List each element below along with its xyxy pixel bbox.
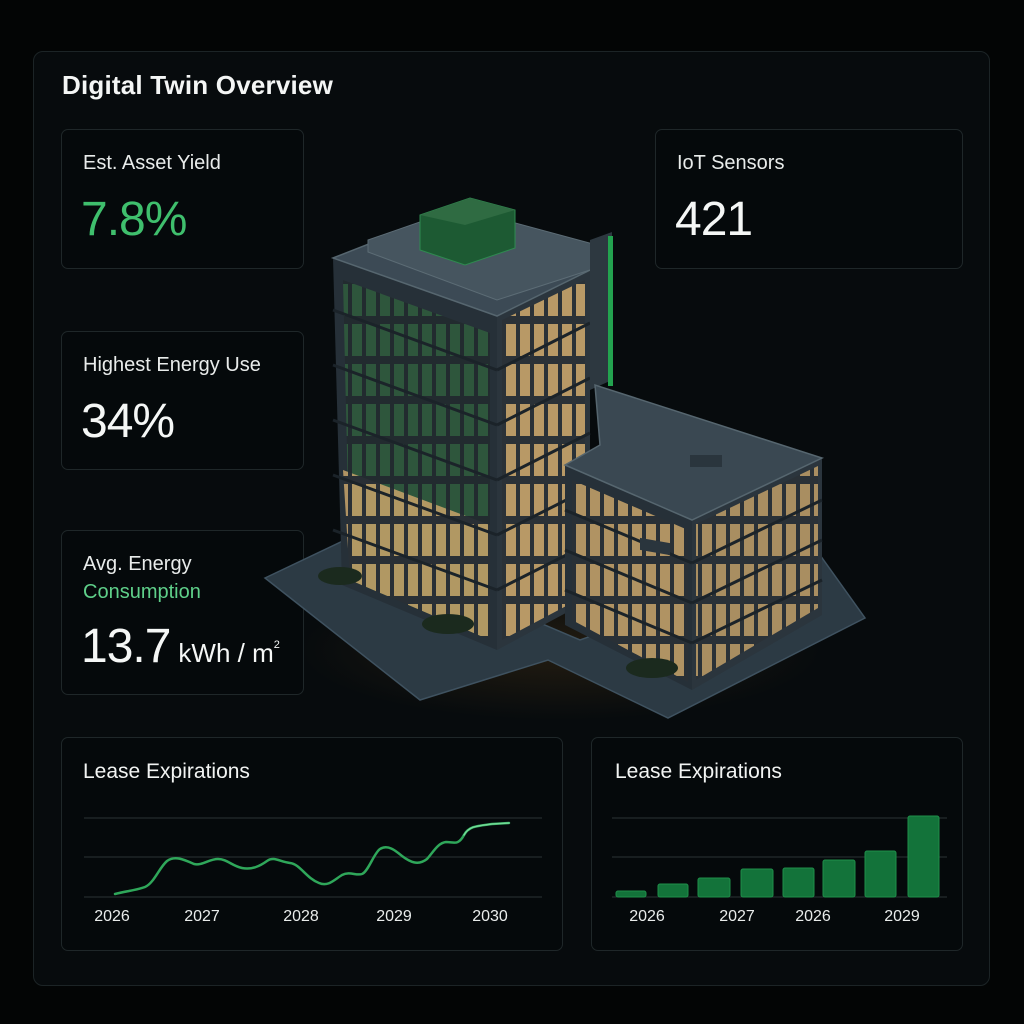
kpi-number: 13.7 (81, 620, 171, 673)
x-tick: 2027 (719, 908, 755, 925)
bar (864, 850, 897, 898)
bar-chart-plot (612, 815, 947, 898)
x-tick: 2029 (376, 908, 412, 925)
x-tick: 2026 (94, 908, 130, 925)
page-title: Digital Twin Overview (62, 70, 334, 100)
kpi-label: IoT Sensors (677, 152, 785, 174)
line-series (113, 821, 511, 896)
chart-title: Lease Expirations (83, 760, 250, 783)
x-tick: 2026 (629, 908, 665, 925)
line-chart-plot (84, 817, 542, 898)
bar (907, 815, 940, 898)
kpi-unit: kWh / m2 (178, 638, 280, 668)
bar (822, 859, 856, 898)
bar (657, 883, 689, 898)
kpi-label: Highest Energy Use (83, 354, 261, 376)
bar (615, 890, 647, 898)
lease-expirations-line-chart: Lease Expirations 2026 2027 2028 2029 20… (61, 737, 563, 951)
kpi-label-line2: Consumption (83, 581, 201, 603)
chart-title: Lease Expirations (615, 760, 782, 783)
x-tick: 2026 (795, 908, 831, 925)
bar (697, 877, 731, 898)
kpi-card-avg-energy[interactable]: Avg. Energy Consumption 13.7 kWh / m2 (61, 530, 304, 695)
lease-expirations-bar-chart: Lease Expirations 2026 2027 2026 2029 (591, 737, 963, 951)
kpi-card-iot-sensors[interactable]: IoT Sensors 421 (655, 129, 963, 269)
kpi-value: 34% (81, 395, 175, 448)
kpi-label: Est. Asset Yield (83, 152, 221, 174)
bar (782, 867, 815, 898)
kpi-value: 13.7 kWh / m2 (81, 619, 280, 674)
kpi-card-asset-yield[interactable]: Est. Asset Yield 7.8% (61, 129, 304, 269)
kpi-label-line1: Avg. Energy (83, 553, 192, 575)
kpi-card-highest-energy[interactable]: Highest Energy Use 34% (61, 331, 304, 470)
x-tick: 2029 (884, 908, 920, 925)
kpi-value: 421 (675, 193, 753, 246)
x-tick: 2030 (472, 908, 508, 925)
bar (740, 868, 774, 898)
x-tick: 2028 (283, 908, 319, 925)
kpi-value: 7.8% (81, 193, 187, 246)
x-tick: 2027 (184, 908, 220, 925)
